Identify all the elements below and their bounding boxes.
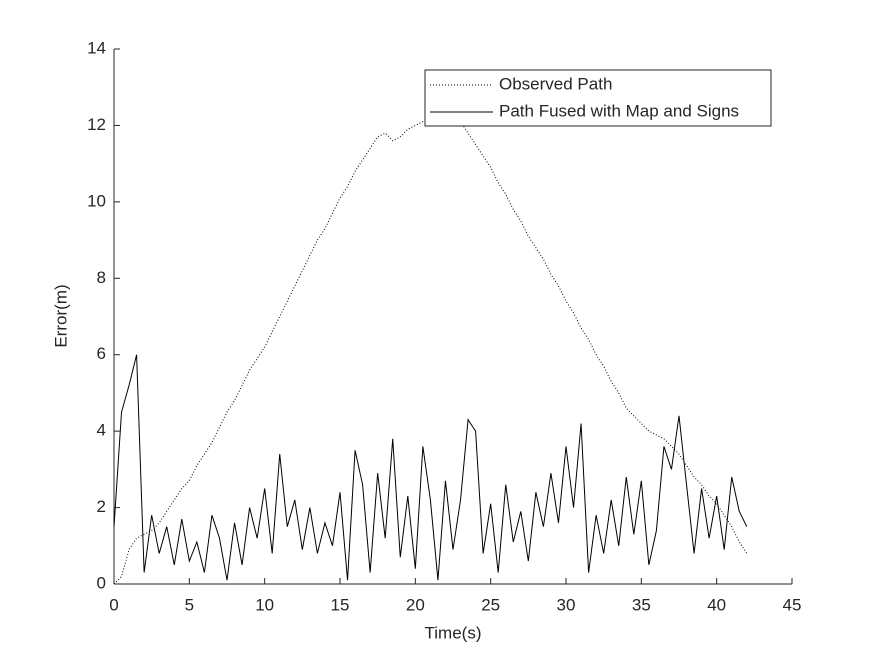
series-line bbox=[113, 109, 748, 585]
y-tick-label: 6 bbox=[97, 344, 106, 363]
x-tick-label: 25 bbox=[481, 595, 500, 614]
y-tick-label: 10 bbox=[87, 191, 106, 210]
y-tick-label: 14 bbox=[87, 38, 106, 57]
legend-label: Path Fused with Map and Signs bbox=[499, 101, 739, 120]
x-tick-label: 0 bbox=[109, 595, 118, 614]
legend-box bbox=[424, 69, 772, 127]
legend-label: Observed Path bbox=[499, 74, 612, 93]
x-tick-label: 5 bbox=[185, 595, 194, 614]
y-tick-label: 2 bbox=[97, 497, 106, 516]
x-axis-label: Time(s) bbox=[425, 623, 482, 642]
y-tick-label: 0 bbox=[97, 573, 106, 592]
y-axis-label: Error(m) bbox=[51, 284, 70, 347]
x-tick-label: 10 bbox=[255, 595, 274, 614]
x-tick-label: 40 bbox=[707, 595, 726, 614]
x-tick-label: 35 bbox=[632, 595, 651, 614]
x-tick-label: 20 bbox=[406, 595, 425, 614]
y-tick-label: 8 bbox=[97, 268, 106, 287]
series-line bbox=[113, 354, 748, 581]
y-tick-label: 12 bbox=[87, 115, 106, 134]
x-tick-label: 15 bbox=[331, 595, 350, 614]
x-tick-label: 45 bbox=[783, 595, 802, 614]
y-tick-label: 4 bbox=[97, 421, 106, 440]
x-tick-label: 30 bbox=[557, 595, 576, 614]
